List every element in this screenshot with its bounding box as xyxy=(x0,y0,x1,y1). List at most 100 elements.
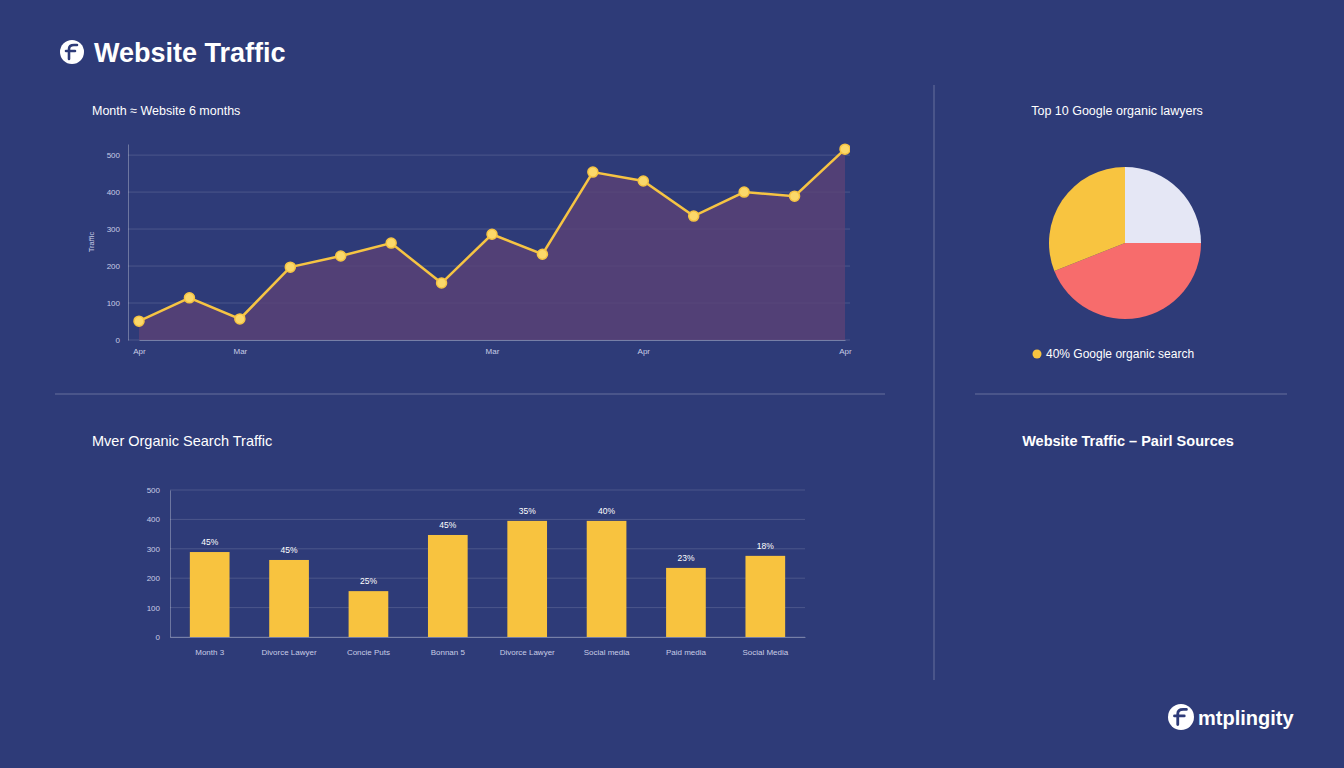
tick-label: Mar xyxy=(233,347,247,356)
chart-title: Mver Organic Search Traffic xyxy=(92,433,272,449)
tick: 300 xyxy=(107,225,128,234)
annotation: 45% xyxy=(201,537,218,547)
logo-icon xyxy=(1168,704,1194,730)
tick: 200 xyxy=(147,574,170,583)
divider xyxy=(975,394,1287,395)
line xyxy=(139,149,845,321)
annotation: 35% xyxy=(519,506,536,516)
legend-swatch xyxy=(1033,350,1042,359)
tick: 500 xyxy=(147,486,170,495)
tick: Apr xyxy=(839,340,852,356)
line-chart: Month ≈ Website 6 months0100200300400500… xyxy=(87,104,852,356)
tick: Social media xyxy=(584,637,630,657)
grid-line xyxy=(128,155,850,156)
bar xyxy=(349,591,389,637)
logo-icon xyxy=(60,40,84,64)
tick: 100 xyxy=(147,604,170,613)
annotation: 45% xyxy=(281,545,298,555)
marker xyxy=(588,167,598,177)
bar xyxy=(745,556,785,637)
tick-label: Social Media xyxy=(742,648,788,657)
annotation: 18% xyxy=(757,541,774,551)
slice xyxy=(1049,167,1125,271)
tick-label: 400 xyxy=(147,515,161,524)
dashboard: Website TrafficWebsite Traffic – Pairl S… xyxy=(0,0,1344,768)
marker xyxy=(638,176,648,186)
tick-label: 300 xyxy=(107,225,121,234)
grid-line xyxy=(170,548,805,549)
tick-label: Apr xyxy=(133,347,146,356)
tick-label: Apr xyxy=(638,347,651,356)
tick-label: Bonnan 5 xyxy=(431,648,466,657)
marker xyxy=(537,249,547,259)
tick: 500 xyxy=(107,151,128,160)
pie-chart: Top 10 Google organic lawyers 40% Google … xyxy=(1031,104,1203,361)
x-axis: Apr Mar Mar Apr Apr xyxy=(133,340,852,356)
tick: Apr xyxy=(638,340,651,356)
annotation: 23% xyxy=(677,553,694,563)
annotation: 45% xyxy=(439,520,456,530)
tick: 0 xyxy=(116,336,128,345)
marker xyxy=(184,293,194,303)
background xyxy=(0,0,1344,768)
x-axis: Month 3 Divorce Lawyer Concie Puts Bonnan 5… xyxy=(171,637,806,657)
plot-area xyxy=(134,144,850,340)
marker xyxy=(235,314,245,324)
logo-glyph xyxy=(66,45,77,59)
tick: Bonnan 5 xyxy=(431,637,466,657)
marker xyxy=(386,238,396,248)
grid-line xyxy=(170,519,805,520)
chart-title: Top 10 Google organic lawyers xyxy=(1031,104,1203,118)
tick: Mar xyxy=(486,340,500,356)
bar xyxy=(269,560,309,637)
tick-label: Mar xyxy=(486,347,500,356)
tick: Concie Puts xyxy=(347,637,390,657)
grid-line xyxy=(170,578,805,579)
tick: Paid media xyxy=(666,637,707,657)
marker xyxy=(285,262,295,272)
tick: Divorce Lawyer xyxy=(261,637,316,657)
tick-label: 200 xyxy=(107,262,121,271)
page-title: Website Traffic xyxy=(94,38,286,68)
grid-line xyxy=(170,607,805,608)
brand: mtplingity xyxy=(1198,707,1294,729)
annotation: 40% xyxy=(598,506,615,516)
tick: 0 xyxy=(156,633,170,642)
tick-label: 100 xyxy=(147,604,161,613)
marker xyxy=(487,229,497,239)
bar xyxy=(587,521,627,637)
tick: Social Media xyxy=(742,637,788,657)
axis-line xyxy=(170,491,171,638)
tick: 300 xyxy=(147,545,170,554)
tick: Month 3 xyxy=(195,637,224,657)
tick-label: Paid media xyxy=(666,648,707,657)
marker xyxy=(336,251,346,261)
tick-label: 100 xyxy=(107,299,121,308)
axis-line xyxy=(140,340,846,341)
divider xyxy=(934,85,935,680)
pie xyxy=(1049,167,1201,319)
legend: 40% Google organic search xyxy=(1033,347,1195,361)
bar xyxy=(190,552,230,637)
marker xyxy=(739,187,749,197)
tick: 400 xyxy=(107,188,128,197)
axis-line xyxy=(171,637,806,638)
tick-label: Concie Puts xyxy=(347,648,390,657)
tick-label: 300 xyxy=(147,545,161,554)
axis-title: Traffic xyxy=(87,232,96,253)
area xyxy=(139,149,845,340)
tick: 100 xyxy=(107,299,128,308)
tick-label: Month 3 xyxy=(195,648,224,657)
tick-label: Social media xyxy=(584,648,630,657)
tick-label: 500 xyxy=(107,151,121,160)
legend-label: 40% Google organic search xyxy=(1046,347,1194,361)
marker xyxy=(790,191,800,201)
tick-label: 500 xyxy=(147,486,161,495)
plot-area xyxy=(190,521,785,637)
tick-label: 0 xyxy=(156,633,161,642)
logo-circle xyxy=(1168,704,1194,730)
y-axis: 0 100 200 300 400 500 xyxy=(147,486,171,642)
tick: 400 xyxy=(147,515,170,524)
tick: Divorce Lawyer xyxy=(500,637,555,657)
tick: Mar xyxy=(233,340,247,356)
